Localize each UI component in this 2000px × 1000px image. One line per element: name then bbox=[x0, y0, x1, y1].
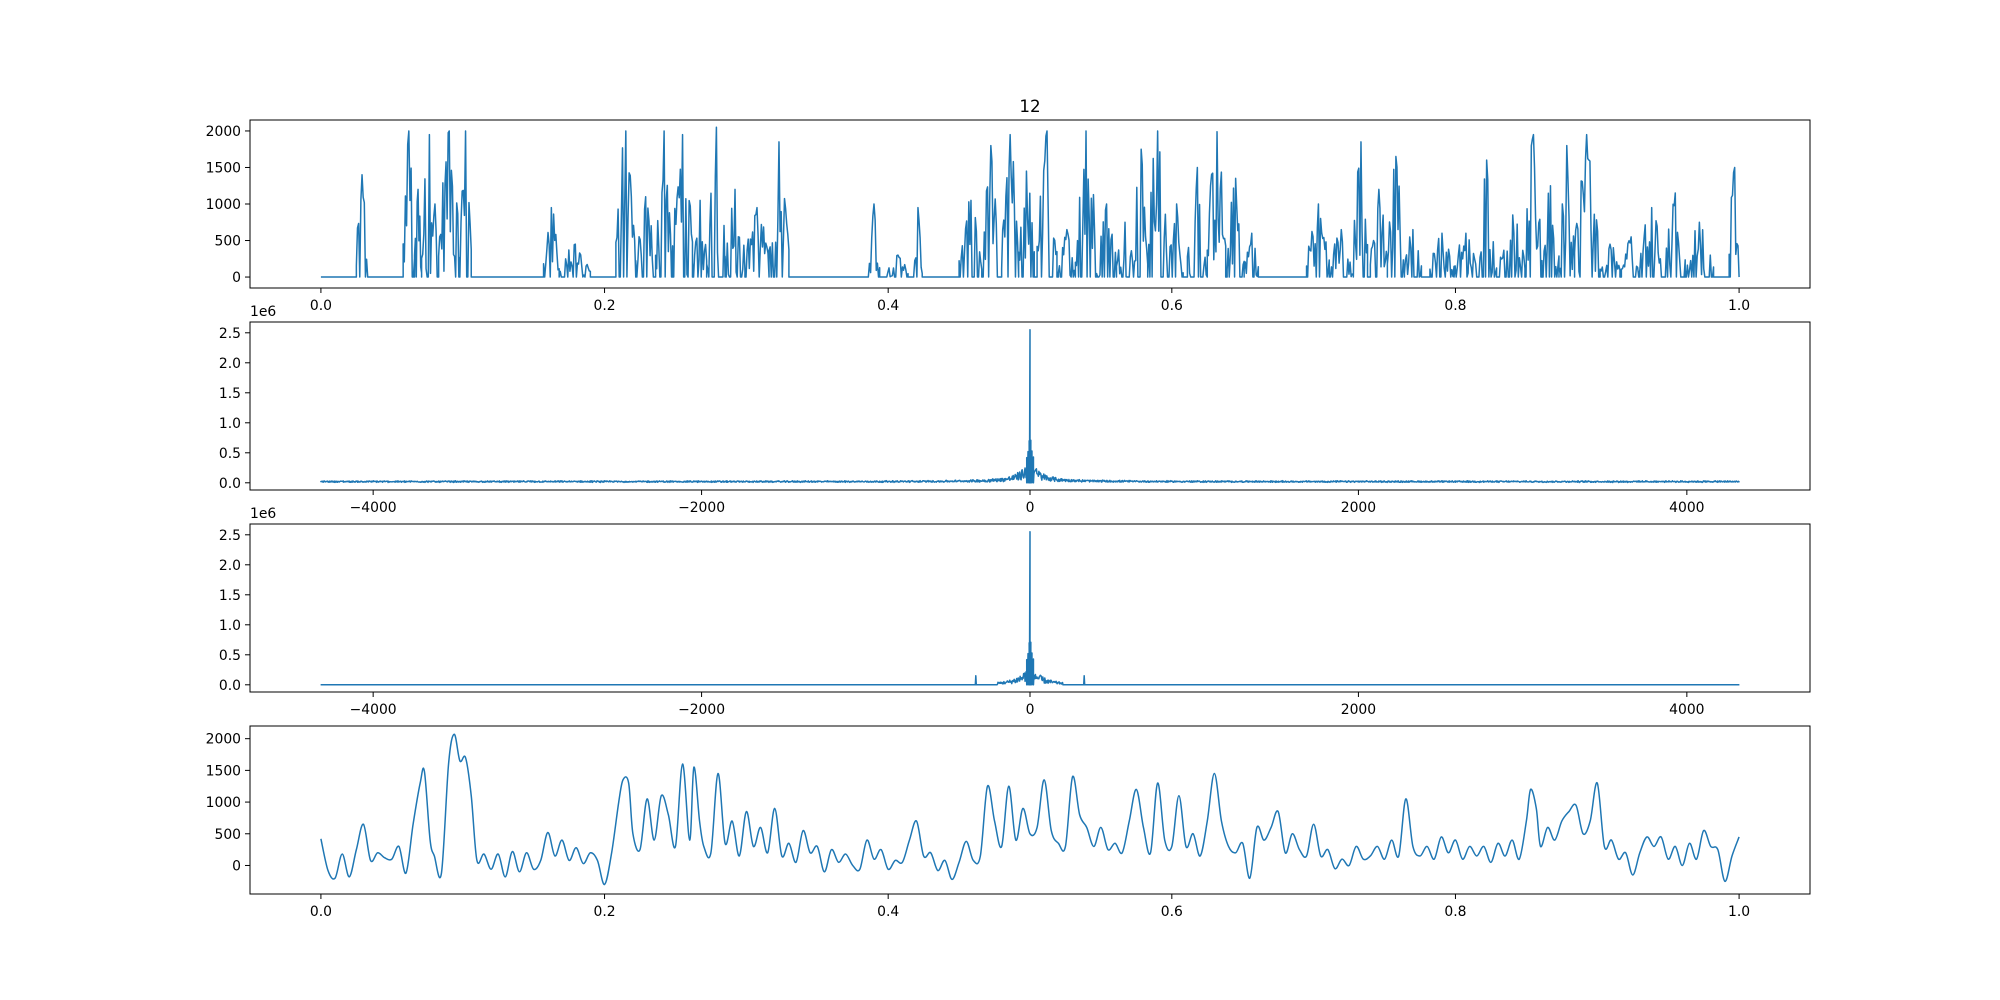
fft-spectrum-x-tick-label: −4000 bbox=[350, 500, 397, 516]
signal-y-tick-label: 2000 bbox=[206, 124, 241, 140]
reconstructed-signal-frame bbox=[249, 725, 1811, 895]
fft-spectrum-x-tick-label: −2000 bbox=[678, 500, 725, 516]
filtered-spectrum-y-tick-label: 1.0 bbox=[219, 618, 241, 634]
fft-spectrum-x-tick-label: 4000 bbox=[1669, 500, 1704, 516]
filtered-spectrum-x-tick-label: −2000 bbox=[678, 702, 725, 718]
fft-spectrum-x-tick-label: 0 bbox=[1026, 500, 1035, 516]
reconstructed-signal-x-tick-label: 0.6 bbox=[1161, 904, 1183, 920]
fft-spectrum-offset-text: 1e6 bbox=[250, 304, 276, 320]
reconstructed-signal-y-tick-label: 1000 bbox=[206, 795, 241, 811]
fft-spectrum-y-tick-label: 0.0 bbox=[219, 476, 241, 492]
reconstructed-signal-x-tick-label: 0.4 bbox=[877, 904, 899, 920]
reconstructed-signal-y-tick-label: 0 bbox=[232, 858, 241, 874]
signal-x-tick-label: 0.8 bbox=[1444, 298, 1466, 314]
reconstructed-signal-plot: 0.0 0.2 0.4 0.6 0.8 1.0 0 500 1000 1500 2000 bbox=[206, 725, 1811, 920]
fft-spectrum-y-tick-label: 2.0 bbox=[219, 356, 241, 372]
signal-plot: 12 0.0 0.2 0.4 0.6 0.8 1.0 0 500 1000 1500 2000 bbox=[206, 96, 1811, 314]
filtered-spectrum-y-tick-label: 2.0 bbox=[219, 558, 241, 574]
signal-title: 12 bbox=[1019, 96, 1040, 116]
fft-spectrum-plot: −4000 −2000 0 2000 4000 0.0 0.5 1.0 1.5 2.0 2.5 1e6 bbox=[219, 304, 1811, 516]
signal-y-tick-label: 0 bbox=[232, 270, 241, 286]
signal-x-tick-label: 0.4 bbox=[877, 298, 899, 314]
fft-spectrum-y-tick-label: 1.5 bbox=[219, 386, 241, 402]
filtered-spectrum-offset-text: 1e6 bbox=[250, 506, 276, 522]
filtered-spectrum-line bbox=[320, 531, 1740, 686]
signal-line bbox=[320, 126, 1740, 278]
filtered-spectrum-y-tick-label: 1.5 bbox=[219, 588, 241, 604]
signal-x-tick-label: 1.0 bbox=[1728, 298, 1750, 314]
signal-y-tick-label: 1500 bbox=[206, 160, 241, 176]
reconstructed-signal-x-tick-label: 1.0 bbox=[1728, 904, 1750, 920]
filtered-spectrum-x-tick-label: 2000 bbox=[1341, 702, 1376, 718]
filtered-spectrum-x-tick-label: 0 bbox=[1026, 702, 1035, 718]
signal-y-tick-label: 500 bbox=[214, 234, 241, 250]
signal-x-tick-label: 0.6 bbox=[1161, 298, 1183, 314]
filtered-spectrum-x-tick-label: −4000 bbox=[350, 702, 397, 718]
reconstructed-signal-y-tick-label: 2000 bbox=[206, 732, 241, 748]
filtered-spectrum-y-tick-label: 0.0 bbox=[219, 678, 241, 694]
fft-spectrum-y-tick-label: 0.5 bbox=[219, 446, 241, 462]
fft-spectrum-line bbox=[319, 329, 1740, 484]
fft-spectrum-y-tick-label: 2.5 bbox=[219, 326, 241, 342]
reconstructed-signal-x-tick-label: 0.2 bbox=[593, 904, 615, 920]
filtered-spectrum-x-tick-label: 4000 bbox=[1669, 702, 1704, 718]
signal-x-tick-label: 0.2 bbox=[593, 298, 615, 314]
signal-x-tick-label: 0.0 bbox=[310, 298, 332, 314]
fft-spectrum-x-tick-label: 2000 bbox=[1341, 500, 1376, 516]
signal-y-tick-label: 1000 bbox=[206, 197, 241, 213]
filtered-spectrum-y-tick-label: 0.5 bbox=[219, 648, 241, 664]
filtered-spectrum-plot: −4000 −2000 0 2000 4000 0.0 0.5 1.0 1.5 2.0 2.5 1e6 bbox=[219, 506, 1811, 718]
filtered-spectrum-y-tick-label: 2.5 bbox=[219, 528, 241, 544]
reconstructed-signal-y-tick-label: 500 bbox=[214, 827, 241, 843]
reconstructed-signal-x-tick-label: 0.0 bbox=[310, 904, 332, 920]
reconstructed-signal-x-tick-label: 0.8 bbox=[1444, 904, 1466, 920]
reconstructed-signal-line bbox=[320, 733, 1740, 886]
fft-spectrum-y-tick-label: 1.0 bbox=[219, 416, 241, 432]
reconstructed-signal-y-tick-label: 1500 bbox=[206, 763, 241, 779]
